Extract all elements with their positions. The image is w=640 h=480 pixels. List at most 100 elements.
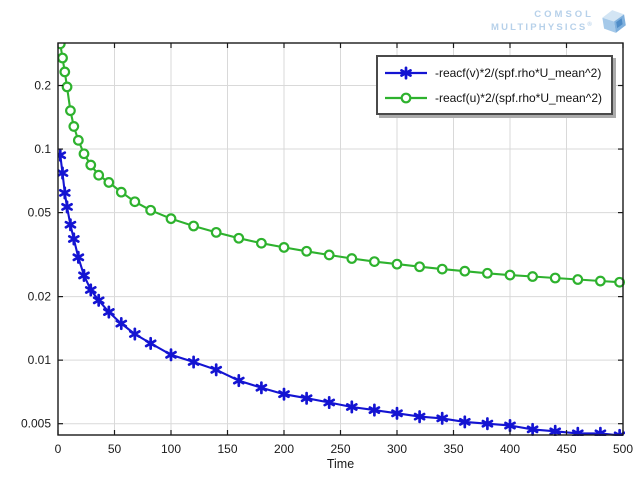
circle-marker-icon <box>103 177 115 188</box>
asterisk-marker-icon <box>103 305 115 319</box>
asterisk-marker-icon <box>481 417 494 431</box>
series-markers-1 <box>58 43 625 288</box>
circle-marker-icon <box>323 249 335 261</box>
x-tick-label: 100 <box>161 442 181 456</box>
asterisk-marker-icon <box>187 355 200 369</box>
asterisk-marker-icon <box>391 406 403 420</box>
asterisk-marker-icon <box>144 336 157 350</box>
asterisk-marker-icon <box>128 327 141 341</box>
x-tick-label: 350 <box>443 442 463 456</box>
circle-marker-icon <box>614 276 625 288</box>
x-tick-label: 300 <box>387 442 407 456</box>
circle-marker-icon <box>72 134 84 146</box>
circle-marker-icon <box>256 237 267 249</box>
circle-marker-icon <box>527 271 538 282</box>
circle-marker-icon <box>210 226 222 238</box>
logo-line-multiphysics: MULTIPHYSICS® <box>490 22 594 34</box>
circle-marker-icon <box>93 169 105 181</box>
asterisk-marker-icon <box>58 186 71 200</box>
legend-item: -reacf(u)*2/(spf.rho*U_mean^2) <box>384 85 602 110</box>
asterisk-marker-icon <box>255 381 268 395</box>
legend-marker-asterisk-icon <box>384 65 427 80</box>
circle-marker-icon <box>391 258 403 270</box>
legend-label: -reacf(v)*2/(spf.rho*U_mean^2) <box>434 65 602 80</box>
comsol-logo-text: COMSOL MULTIPHYSICS® <box>491 9 594 33</box>
asterisk-marker-icon <box>504 418 516 433</box>
x-tick-label: 0 <box>55 442 62 456</box>
y-tick-label: 0.05 <box>28 206 52 220</box>
circle-marker-icon <box>59 66 71 78</box>
asterisk-marker-icon <box>300 391 313 405</box>
asterisk-marker-icon <box>368 403 381 417</box>
circle-marker-icon <box>65 105 76 117</box>
circle-marker-icon <box>369 256 380 267</box>
circle-marker-icon <box>278 242 290 253</box>
x-tick-label: 250 <box>330 442 350 456</box>
asterisk-marker-icon <box>436 411 449 425</box>
circle-marker-icon <box>145 204 157 216</box>
asterisk-marker-icon <box>345 400 358 414</box>
circle-marker-icon <box>504 269 516 281</box>
asterisk-marker-icon <box>61 200 73 214</box>
y-tick-label: 0.1 <box>34 142 51 156</box>
circle-marker-icon <box>85 159 97 171</box>
circle-marker-icon <box>482 267 493 279</box>
legend-marker-circle-icon <box>384 92 427 103</box>
x-axis-label: Time <box>327 457 354 471</box>
x-tick-label: 400 <box>500 442 520 456</box>
asterisk-marker-icon <box>84 283 97 297</box>
comsol-logo: COMSOL MULTIPHYSICS® <box>491 8 627 35</box>
series-line-0 <box>59 155 623 436</box>
circle-marker-icon <box>595 275 606 287</box>
y-tick-label: 0.005 <box>21 417 51 431</box>
asterisk-marker-icon <box>92 293 105 307</box>
circle-marker-icon <box>165 213 177 225</box>
series-markers-0 <box>58 148 625 436</box>
asterisk-marker-icon <box>165 348 177 362</box>
x-tick-label: 50 <box>108 442 122 456</box>
asterisk-marker-icon <box>58 166 69 180</box>
y-tick-label: 0.01 <box>28 353 52 367</box>
asterisk-marker-icon <box>210 363 223 377</box>
circle-marker-icon <box>188 220 200 232</box>
legend-label: -reacf(u)*2/(spf.rho*U_mean^2) <box>434 90 602 105</box>
circle-marker-icon <box>549 272 561 284</box>
logo-line-comsol: COMSOL <box>534 9 594 21</box>
asterisk-marker-icon <box>78 268 90 282</box>
asterisk-marker-icon <box>67 232 80 246</box>
series-group <box>58 43 625 436</box>
y-tick-label: 0.2 <box>34 79 51 93</box>
x-tick-label: 450 <box>556 442 576 456</box>
comsol-cube-icon <box>602 10 626 33</box>
asterisk-marker-icon <box>323 395 336 410</box>
tick-labels: 0 50 100 150 200 250 300 350 400 450 500 0.2 0.1 0.05… <box>21 79 633 456</box>
asterisk-marker-icon <box>232 374 245 388</box>
axis-ticks <box>57 43 624 435</box>
circle-marker-icon <box>68 121 80 132</box>
circle-marker-icon <box>233 232 245 244</box>
circle-marker-icon <box>129 196 141 208</box>
circle-marker-icon <box>115 186 127 198</box>
legend-item: -reacf(v)*2/(spf.rho*U_mean^2) <box>384 60 602 85</box>
circle-marker-icon <box>459 265 471 277</box>
circle-marker-icon <box>78 148 90 160</box>
x-tick-label: 500 <box>613 442 633 456</box>
x-tick-label: 150 <box>217 442 237 456</box>
asterisk-marker-icon <box>64 218 77 232</box>
x-tick-label: 200 <box>274 442 294 456</box>
circle-marker-icon <box>58 52 68 64</box>
asterisk-marker-icon <box>278 387 290 401</box>
asterisk-marker-icon <box>58 148 67 162</box>
y-tick-label: 0.02 <box>28 290 52 304</box>
circle-marker-icon <box>61 81 73 93</box>
circle-marker-icon <box>58 43 66 50</box>
circle-marker-icon <box>301 245 313 257</box>
asterisk-marker-icon <box>458 415 471 429</box>
registered-mark: ® <box>587 22 594 29</box>
asterisk-marker-icon <box>115 317 128 331</box>
circle-marker-icon <box>414 261 426 273</box>
asterisk-marker-icon <box>72 250 85 264</box>
legend: -reacf(v)*2/(spf.rho*U_mean^2) -reacf(u)… <box>375 55 613 115</box>
